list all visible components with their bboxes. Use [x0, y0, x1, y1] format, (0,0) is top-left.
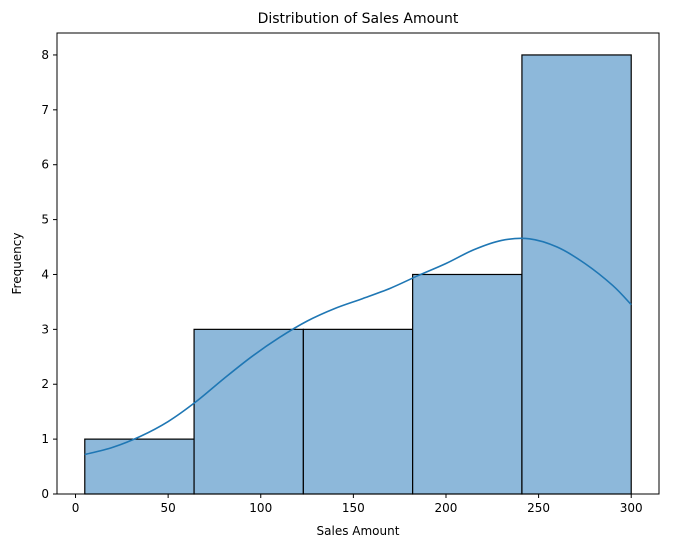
y-tick-label: 0	[41, 487, 49, 501]
y-tick-label: 2	[41, 377, 49, 391]
y-tick-label: 8	[41, 48, 49, 62]
histogram-bar	[521, 54, 632, 495]
y-tick-label: 3	[41, 322, 49, 336]
histogram-bar	[193, 328, 304, 495]
x-tick-label: 150	[342, 501, 365, 515]
chart-title: Distribution of Sales Amount	[258, 11, 459, 27]
y-axis-ticks: 0 1 2 3 4 5 6 7 8	[41, 48, 57, 501]
y-tick-label: 7	[41, 103, 49, 117]
histogram-bar	[84, 438, 195, 495]
x-tick-label: 0	[72, 501, 80, 515]
histogram-bar	[412, 273, 523, 495]
x-tick-label: 50	[160, 501, 175, 515]
plot-area-frame	[56, 32, 660, 495]
x-tick-label: 300	[620, 501, 643, 515]
y-tick-label: 6	[41, 158, 49, 172]
x-axis-ticks: 0 50 100 150 200 250 300	[72, 494, 643, 515]
x-axis-label: Sales Amount	[317, 524, 400, 538]
y-tick-label: 5	[41, 213, 49, 227]
histogram-bars	[84, 54, 632, 495]
x-tick-label: 250	[527, 501, 550, 515]
y-tick-label: 1	[41, 432, 49, 446]
histogram-bar	[302, 328, 414, 495]
y-axis-label: Frequency	[10, 233, 24, 295]
y-tick-label: 4	[41, 267, 49, 281]
x-tick-label: 100	[249, 501, 272, 515]
kde-curve-line	[84, 237, 632, 456]
x-tick-label: 200	[435, 501, 458, 515]
